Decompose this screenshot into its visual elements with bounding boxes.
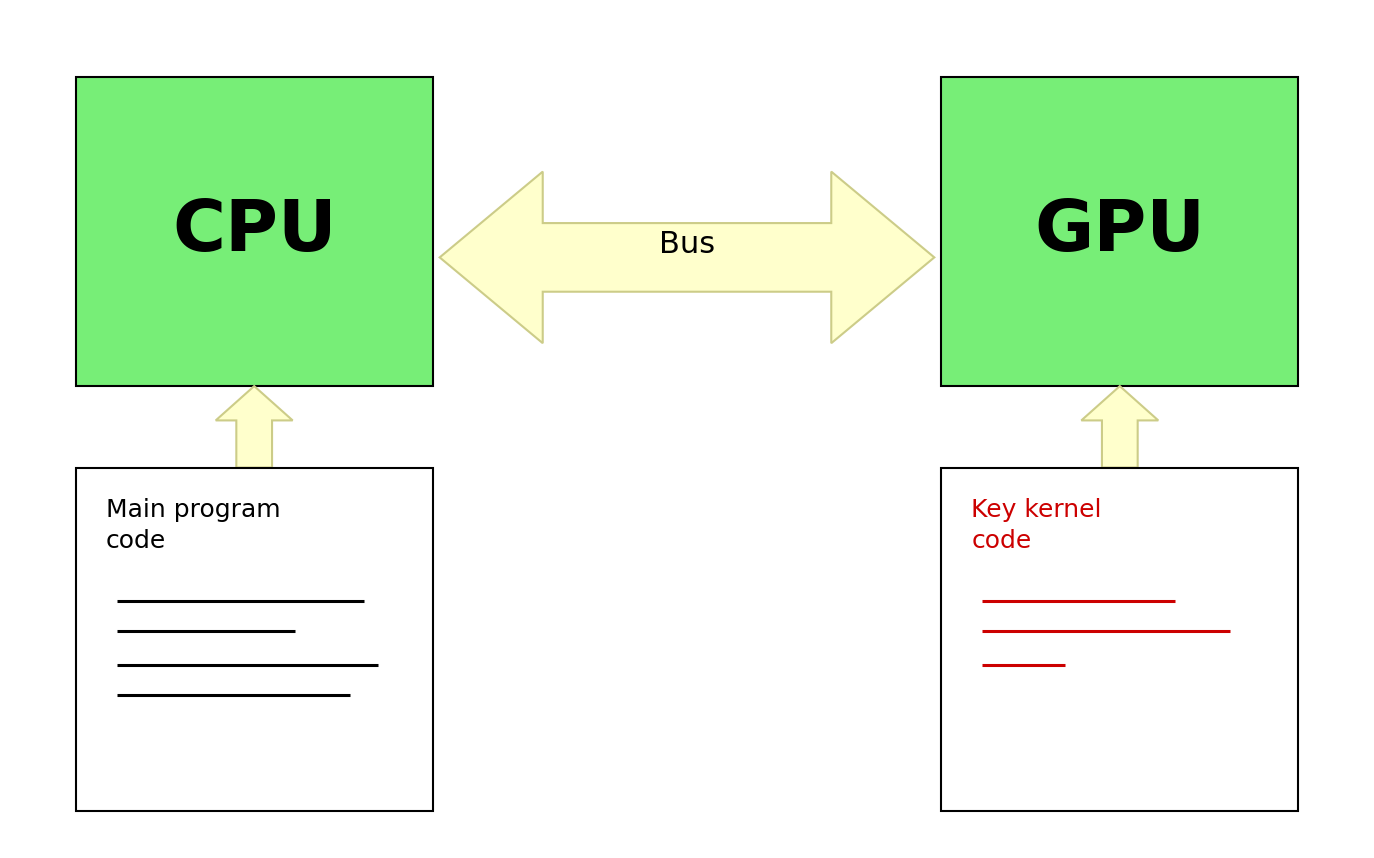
Polygon shape	[440, 172, 934, 343]
Bar	[76, 468, 433, 811]
Bar	[76, 77, 433, 386]
Polygon shape	[1081, 386, 1158, 468]
Bar	[941, 77, 1298, 386]
Text: Main program
code: Main program code	[106, 498, 280, 553]
Text: Bus: Bus	[660, 230, 714, 259]
Polygon shape	[216, 386, 293, 468]
Text: GPU: GPU	[1035, 197, 1205, 266]
Text: Key kernel
code: Key kernel code	[971, 498, 1102, 553]
Text: CPU: CPU	[172, 197, 337, 266]
Bar	[941, 468, 1298, 811]
